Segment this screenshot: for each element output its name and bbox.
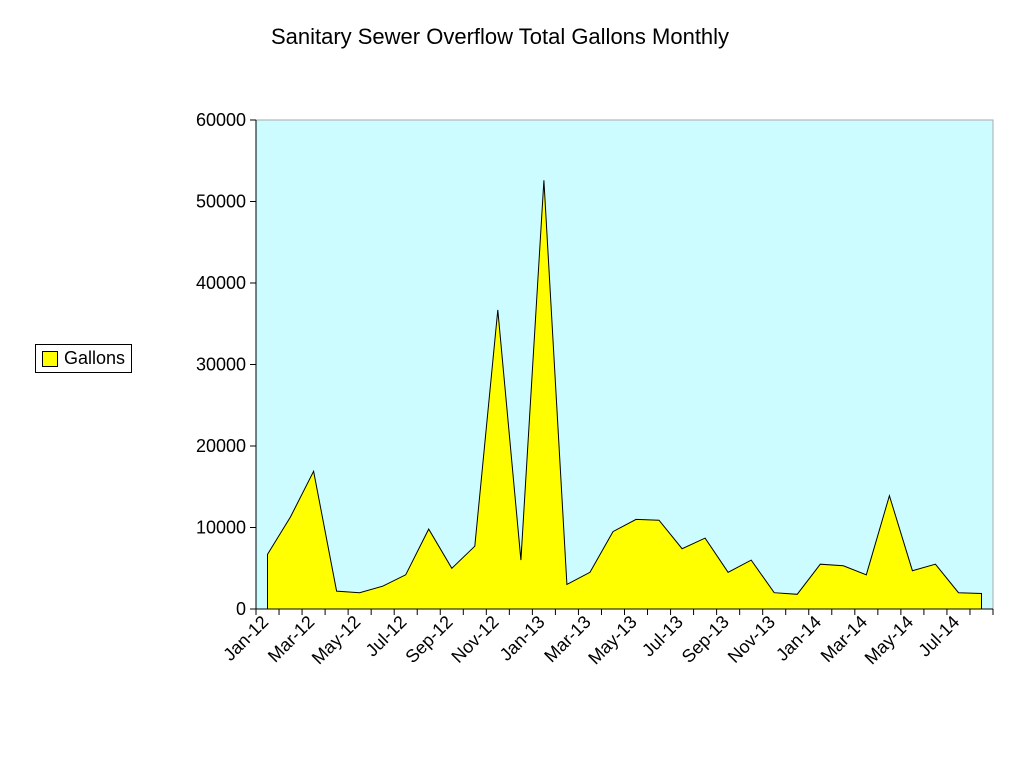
x-tick-label: Nov-13 (724, 612, 779, 667)
x-tick-label: Mar-14 (817, 612, 871, 666)
y-tick-label: 0 (236, 599, 246, 619)
x-tick-label: Nov-12 (447, 612, 502, 667)
x-tick-label: May-12 (308, 612, 365, 669)
x-tick-label: Sep-12 (401, 612, 456, 667)
y-tick-label: 50000 (196, 192, 246, 212)
x-tick-label: Jan-12 (219, 612, 272, 665)
x-tick-label: Jan-13 (496, 612, 549, 665)
x-axis: Jan-12Mar-12May-12Jul-12Sep-12Nov-12Jan-… (219, 608, 994, 669)
y-tick-label: 20000 (196, 436, 246, 456)
series-layer (267, 180, 982, 610)
series-area-gallons (267, 180, 982, 610)
y-axis: 0 10000 20000 30000 40000 50000 60000 (196, 110, 257, 619)
x-tick-label: Mar-12 (264, 612, 318, 666)
y-tick-label: 40000 (196, 273, 246, 293)
chart-title: Sanitary Sewer Overflow Total Gallons Mo… (270, 24, 730, 49)
x-tick-label: Jan-14 (772, 612, 825, 665)
legend: Gallons (35, 344, 133, 373)
legend-label: Gallons (64, 348, 126, 368)
y-tick-label: 30000 (196, 355, 246, 375)
x-tick-label: Jul-14 (914, 612, 963, 661)
x-tick-label: Sep-13 (678, 612, 733, 667)
y-tick-label: 10000 (196, 518, 246, 538)
x-tick-label: May-13 (584, 612, 641, 669)
legend-swatch (42, 350, 58, 367)
x-tick-label: Mar-13 (540, 612, 594, 666)
y-tick-label: 60000 (196, 110, 246, 130)
x-tick-label: May-14 (861, 612, 918, 669)
